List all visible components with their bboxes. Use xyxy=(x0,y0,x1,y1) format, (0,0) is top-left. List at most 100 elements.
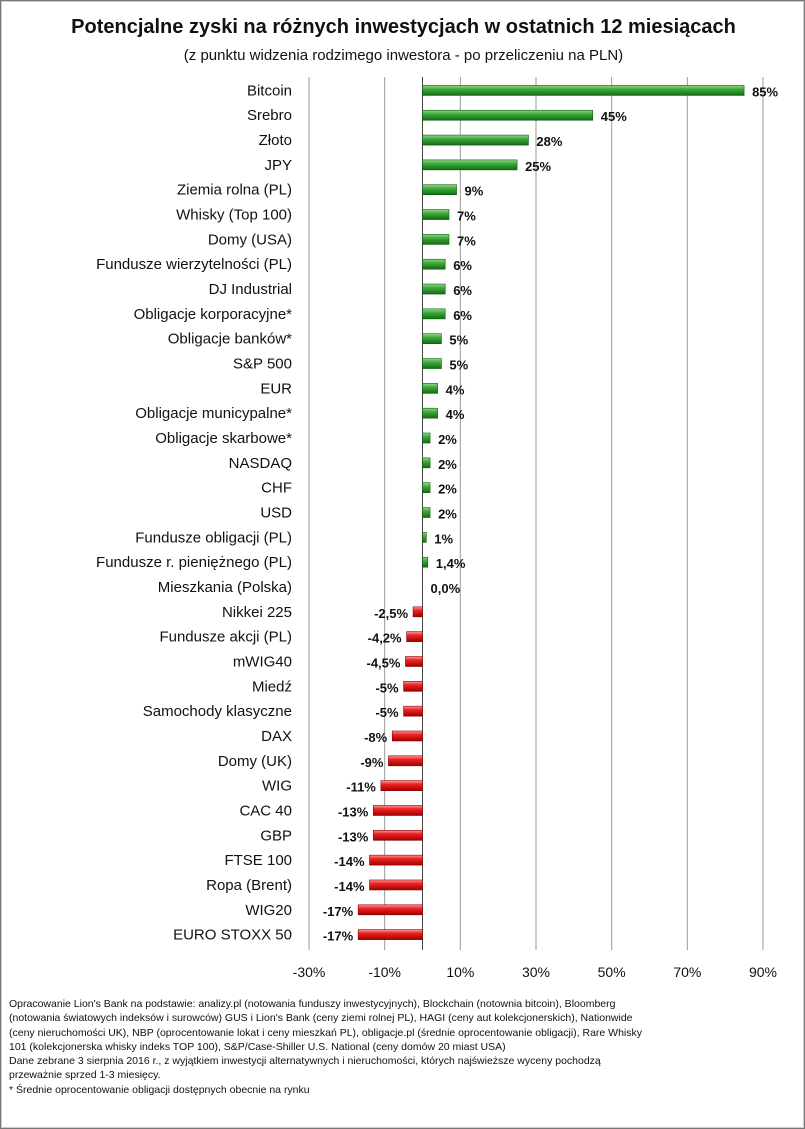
footnote-line: Opracowanie Lion's Bank na podstawie: an… xyxy=(9,998,616,1010)
bar-positive xyxy=(422,532,427,543)
x-tick-label: 90% xyxy=(749,964,777,980)
bar-negative xyxy=(380,780,423,791)
bar-positive xyxy=(422,184,457,196)
category-label: Obligacje skarbowe* xyxy=(155,430,292,447)
bar-positive xyxy=(422,457,431,469)
category-label: WIG xyxy=(262,778,292,795)
category-label: Złoto xyxy=(259,132,292,149)
bar-positive xyxy=(422,507,431,518)
data-label: 45% xyxy=(601,109,627,124)
x-tick-label: -30% xyxy=(293,964,326,980)
bar-positive xyxy=(422,432,431,444)
bar-negative xyxy=(388,755,423,767)
footnote-line: (notowania światowych indeksów i surowcó… xyxy=(9,1012,633,1025)
data-label: -17% xyxy=(323,929,354,944)
category-label: Fundusze wierzytelności (PL) xyxy=(96,256,292,273)
category-label: Srebro xyxy=(247,107,292,124)
x-tick-label: 10% xyxy=(446,964,474,980)
x-tick-label: 70% xyxy=(673,964,701,980)
data-label: 6% xyxy=(453,283,472,298)
bar-positive xyxy=(422,209,450,220)
data-label: -13% xyxy=(338,829,369,844)
category-label: Bitcoin xyxy=(247,82,292,99)
x-tick-label: 30% xyxy=(522,964,550,980)
category-label: Domy (USA) xyxy=(208,231,292,248)
category-label: Obligacje banków* xyxy=(168,331,292,348)
bar-positive xyxy=(422,234,450,245)
footnote-line: przeważnie sprzed 1-3 miesięcy. xyxy=(9,1069,161,1082)
data-label: 1,4% xyxy=(436,556,466,571)
data-label: 1% xyxy=(434,531,453,546)
data-label: 85% xyxy=(752,84,778,99)
data-label: 6% xyxy=(453,258,472,273)
footnote-line: Dane zebrane 3 sierpnia 2016 r., z wyjąt… xyxy=(9,1055,601,1068)
bar-negative xyxy=(357,929,423,940)
category-label: NASDAQ xyxy=(229,455,292,472)
category-label: Fundusze akcji (PL) xyxy=(159,629,292,646)
bar-positive xyxy=(422,358,442,369)
data-label: -2,5% xyxy=(374,606,408,621)
category-label: Ropa (Brent) xyxy=(206,877,292,894)
source-footnote: Opracowanie Lion's Bank na podstawie: an… xyxy=(9,997,799,1097)
bar-positive xyxy=(422,159,518,171)
data-label: 0,0% xyxy=(431,581,461,596)
data-label: -11% xyxy=(346,780,376,795)
data-label: -14% xyxy=(334,879,365,894)
bar-negative xyxy=(406,631,423,642)
bar-positive xyxy=(422,482,431,493)
category-label: Obligacje korporacyjne* xyxy=(134,306,293,323)
bar-positive xyxy=(422,333,442,345)
x-tick-label: -10% xyxy=(368,964,401,980)
bar-positive xyxy=(422,85,745,96)
category-label: USD xyxy=(260,505,292,522)
category-label: Fundusze r. pieniężnego (PL) xyxy=(96,554,292,571)
gridlines xyxy=(308,77,764,951)
bars xyxy=(357,85,745,940)
data-label: -13% xyxy=(338,804,369,819)
data-label: 2% xyxy=(438,507,457,522)
category-label: EUR xyxy=(260,380,292,397)
category-label: S&P 500 xyxy=(233,356,292,373)
data-label: 7% xyxy=(457,233,476,248)
category-label: GBP xyxy=(260,827,292,844)
footnote-line: (ceny nieruchomości UK), NBP (oprocentow… xyxy=(9,1026,643,1039)
category-label: CHF xyxy=(261,480,292,497)
data-label: 5% xyxy=(449,358,468,373)
data-label: 4% xyxy=(446,382,465,397)
chart-title: Potencjalne zyski na różnych inwestycjac… xyxy=(71,16,736,38)
category-label: Nikkei 225 xyxy=(222,604,292,621)
data-label: -5% xyxy=(375,705,399,720)
category-label: Whisky (Top 100) xyxy=(176,207,292,224)
bar-positive xyxy=(422,308,446,320)
data-label: 25% xyxy=(525,159,551,174)
data-label: 2% xyxy=(438,432,457,447)
data-label: 5% xyxy=(449,333,468,348)
footnote-line: * Średnie oprocentowanie obligacji dostę… xyxy=(9,1083,310,1096)
data-label: -4,5% xyxy=(367,656,401,671)
labels: -30% -10% 10% 30% 50% 70% 90% Bitcoin 85% Srebro 4… xyxy=(96,82,778,980)
bar-positive xyxy=(422,134,529,146)
bar-negative xyxy=(391,730,423,742)
data-label: 28% xyxy=(536,134,562,149)
bar-positive xyxy=(422,407,438,419)
category-label: Obligacje municypalne* xyxy=(135,405,292,422)
category-label: Miedź xyxy=(252,678,292,695)
bar-positive xyxy=(422,109,594,121)
category-label: WIG20 xyxy=(245,902,292,919)
category-label: EURO STOXX 50 xyxy=(173,927,292,944)
category-label: Mieszkania (Polska) xyxy=(158,579,292,596)
bar-negative xyxy=(369,854,423,866)
bar-negative xyxy=(405,656,423,667)
bar-negative xyxy=(412,606,423,618)
chart-subtitle: (z punktu widzenia rodzimego inwestora -… xyxy=(183,47,624,64)
bar-positive xyxy=(422,556,429,568)
category-label: Ziemia rolna (PL) xyxy=(177,182,292,199)
category-label: Samochody klasyczne xyxy=(143,703,292,720)
data-label: 4% xyxy=(446,407,465,422)
data-label: -8% xyxy=(364,730,388,745)
bar-negative xyxy=(403,705,423,717)
data-label: 2% xyxy=(438,482,457,497)
category-label: DAX xyxy=(261,728,292,745)
category-label: mWIG40 xyxy=(233,654,292,671)
data-label: 7% xyxy=(457,209,476,224)
